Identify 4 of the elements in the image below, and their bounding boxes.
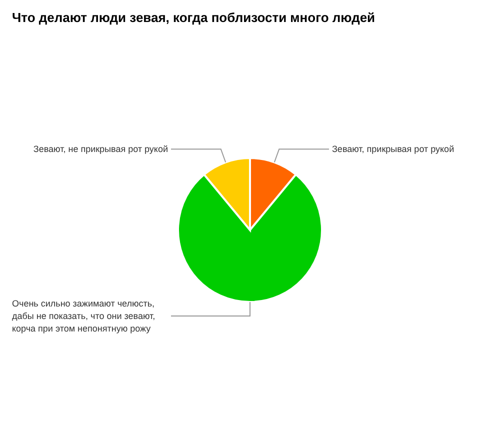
slice-label: Очень сильно зажимают челюсть, дабы не показать, что они зевают, корча при этом непонятную рожу bbox=[12, 298, 156, 334]
chart-title: Что делают люди зевая, когда поблизости много людей bbox=[12, 10, 376, 25]
slice-label: Зевают, не прикрывая рот рукой bbox=[33, 144, 168, 154]
slice-label: Зевают, прикрывая рот рукой bbox=[332, 144, 454, 154]
